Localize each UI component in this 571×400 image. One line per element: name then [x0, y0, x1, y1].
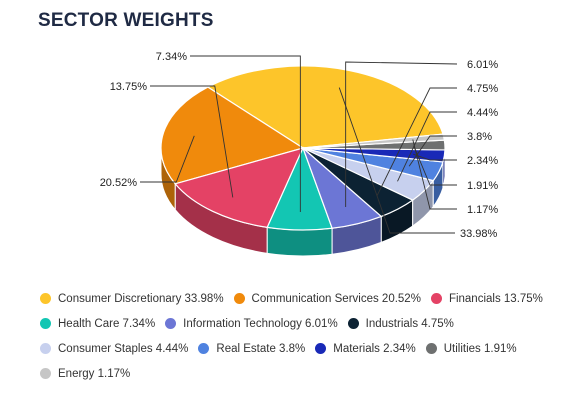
legend-label: Consumer Staples 4.44% — [58, 342, 189, 355]
legend-item[interactable]: Health Care 7.34% — [40, 318, 155, 330]
legend-row: Consumer Discretionary 33.98% Communicati… — [40, 286, 570, 311]
legend-row: Consumer Staples 4.44% Real Estate 3.8% Ma… — [40, 336, 570, 361]
legend-swatch — [347, 318, 359, 329]
chart-title: SECTOR WEIGHTS — [38, 10, 214, 31]
leader-line — [345, 61, 458, 208]
data-label: 1.91% — [467, 180, 498, 192]
leader-line — [150, 85, 234, 198]
legend-swatch — [315, 343, 327, 354]
data-label: 3.8% — [467, 131, 492, 143]
legend-row: Energy 1.17% — [40, 361, 570, 386]
legend-label: Communication Services 20.52% — [251, 292, 421, 305]
leader-line — [413, 145, 457, 186]
legend-label: Health Care 7.34% — [58, 317, 156, 330]
legend-item[interactable]: Consumer Staples 4.44% — [40, 343, 188, 355]
legend-swatch — [430, 293, 442, 304]
leader-line — [412, 139, 457, 210]
data-label: 7.34% — [156, 51, 187, 63]
legend-label: Industrials 4.75% — [365, 317, 454, 330]
legend-label: Consumer Discretionary 33.98% — [58, 292, 224, 305]
pie-slice-energy — [302, 133, 446, 149]
leader-line — [397, 111, 457, 182]
legend-label: Materials 2.34% — [333, 342, 416, 355]
pie-side-health-care — [266, 226, 333, 257]
legend-swatch — [165, 318, 177, 329]
data-label: 20.52% — [100, 177, 138, 189]
pie-slice-financials — [174, 147, 305, 229]
legend-swatch — [198, 343, 210, 354]
chart-legend: Consumer Discretionary 33.98% Communicati… — [40, 286, 570, 386]
legend-item[interactable]: Financials 13.75% — [430, 292, 543, 305]
leader-line — [140, 135, 195, 183]
data-label: 4.44% — [467, 107, 498, 119]
leader-line — [338, 87, 455, 234]
legend-item[interactable]: Materials 2.34% — [315, 342, 416, 355]
data-label: 1.17% — [467, 204, 498, 216]
legend-swatch — [233, 293, 245, 304]
leader-line — [376, 87, 457, 196]
legend-swatch — [40, 368, 51, 379]
legend-label: Real Estate 3.8% — [216, 342, 306, 355]
legend-item[interactable]: Energy 1.17% — [40, 368, 130, 380]
legend-swatch — [40, 293, 51, 304]
pie-slice-communication-services — [160, 86, 305, 185]
legend-label: Energy 1.17% — [58, 367, 131, 380]
legend-item[interactable]: Industrials 4.75% — [347, 317, 454, 330]
legend-item[interactable]: Communication Services 20.52% — [233, 292, 421, 305]
data-label: 13.75% — [110, 81, 148, 93]
legend-item[interactable]: Utilities 1.91% — [425, 342, 517, 355]
leader-line — [413, 153, 457, 161]
legend-swatch — [40, 318, 51, 329]
leader-line — [190, 55, 301, 212]
legend-swatch — [40, 343, 51, 354]
data-label: 6.01% — [467, 59, 498, 71]
legend-label: Utilities 1.91% — [443, 342, 517, 355]
data-label: 33.98% — [460, 228, 498, 240]
pie-chart: 33.98% 20.52% 13.75% 7.34% 6.01% 4.75% 4.44% 3.… — [100, 51, 498, 257]
legend-label: Information Technology 6.01% — [183, 317, 338, 330]
legend-item[interactable]: Real Estate 3.8% — [198, 343, 305, 355]
pie-slice-consumer-discretionary — [206, 65, 444, 149]
data-label: 2.34% — [467, 155, 498, 167]
legend-item[interactable]: Consumer Discretionary 33.98% — [40, 293, 224, 305]
legend-swatch — [425, 343, 437, 354]
leader-line — [408, 135, 457, 167]
legend-label: Financials 13.75% — [448, 292, 543, 305]
legend-row: Health Care 7.34% Information Technology … — [40, 311, 570, 336]
data-label: 4.75% — [467, 83, 498, 95]
legend-item[interactable]: Information Technology 6.01% — [165, 318, 338, 330]
